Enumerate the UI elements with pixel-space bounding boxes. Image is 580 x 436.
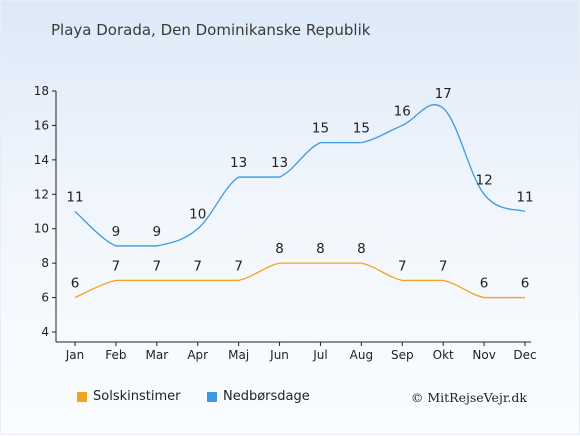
y-tick-label: 18 xyxy=(34,84,49,98)
y-tick-label: 4 xyxy=(41,325,49,339)
legend-item-rain-days: Nedbørsdage xyxy=(207,389,310,404)
y-tick-label: 8 xyxy=(41,256,49,270)
y-tick-label: 6 xyxy=(41,291,49,305)
data-label-sunshine: 7 xyxy=(112,258,121,274)
data-label-rain-days: 11 xyxy=(516,190,533,206)
data-label-sunshine: 8 xyxy=(357,241,366,257)
legend-label-rain-days: Nedbørsdage xyxy=(223,389,310,404)
x-tick-label: Apr xyxy=(187,348,208,362)
data-label-sunshine: 7 xyxy=(153,258,162,274)
x-tick-label: Maj xyxy=(228,348,249,362)
data-label-sunshine: 8 xyxy=(275,241,284,257)
data-label-rain-days: 9 xyxy=(112,224,121,240)
data-label-rain-days: 11 xyxy=(66,190,83,206)
data-label-rain-days: 15 xyxy=(353,121,370,137)
x-tick-label: Jul xyxy=(312,348,327,362)
data-label-sunshine: 6 xyxy=(480,276,489,292)
y-tick-label: 16 xyxy=(34,118,49,132)
x-tick-label: Jun xyxy=(269,348,289,362)
legend-swatch-sunshine xyxy=(77,391,87,402)
x-tick-label: Dec xyxy=(513,348,536,362)
data-label-sunshine: 7 xyxy=(398,258,407,274)
legend-swatch-rain-days xyxy=(207,391,217,402)
data-label-rain-days: 15 xyxy=(312,121,329,137)
data-label-rain-days: 13 xyxy=(230,155,247,171)
data-label-sunshine: 6 xyxy=(71,276,80,292)
x-tick-label: Sep xyxy=(391,348,414,362)
x-tick-label: Mar xyxy=(145,348,168,362)
y-tick-label: 14 xyxy=(34,153,49,167)
x-tick-label: Aug xyxy=(350,348,373,362)
data-label-sunshine: 6 xyxy=(521,276,530,292)
data-label-rain-days: 13 xyxy=(271,155,288,171)
data-label-rain-days: 16 xyxy=(394,103,411,119)
data-label-rain-days: 9 xyxy=(153,224,162,240)
data-label-rain-days: 12 xyxy=(475,172,492,188)
data-label-sunshine: 7 xyxy=(193,258,202,274)
x-tick-label: Jan xyxy=(65,348,85,362)
chart-title: Playa Dorada, Den Dominikanske Republik xyxy=(51,21,371,39)
data-label-rain-days: 17 xyxy=(435,86,452,102)
legend-label-sunshine: Solskinstimer xyxy=(93,389,181,404)
data-label-sunshine: 7 xyxy=(234,258,243,274)
y-tick-label: 12 xyxy=(34,187,49,201)
data-label-rain-days: 10 xyxy=(189,207,206,223)
series-line-rain-days xyxy=(74,104,526,247)
legend-item-sunshine: Solskinstimer xyxy=(77,389,180,404)
x-tick-label: Nov xyxy=(472,348,495,362)
y-tick-label: 10 xyxy=(34,222,49,236)
x-tick-label: Feb xyxy=(105,348,126,362)
credit-text: © MitRejseVejr.dk xyxy=(410,390,527,405)
series-line-sunshine xyxy=(74,262,525,299)
data-label-sunshine: 8 xyxy=(316,241,325,257)
x-tick-label: Okt xyxy=(433,348,454,362)
data-label-sunshine: 7 xyxy=(439,258,448,274)
